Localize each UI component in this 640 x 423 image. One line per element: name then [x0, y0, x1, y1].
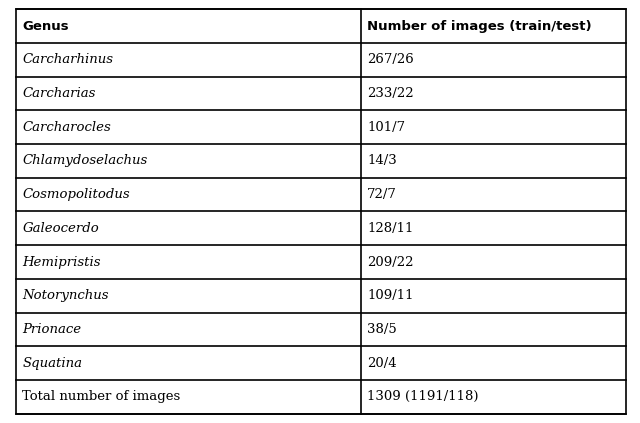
Text: Carcharhinus: Carcharhinus	[22, 53, 113, 66]
Text: Total number of images: Total number of images	[22, 390, 180, 404]
Text: 38/5: 38/5	[367, 323, 397, 336]
Text: Carcharias: Carcharias	[22, 87, 96, 100]
Text: Cosmopolitodus: Cosmopolitodus	[22, 188, 130, 201]
Text: 72/7: 72/7	[367, 188, 397, 201]
Text: Chlamydoselachus: Chlamydoselachus	[22, 154, 148, 168]
Text: 128/11: 128/11	[367, 222, 413, 235]
Text: 233/22: 233/22	[367, 87, 413, 100]
Text: 1309 (1191/118): 1309 (1191/118)	[367, 390, 479, 404]
Text: Squatina: Squatina	[22, 357, 83, 370]
Text: Galeocerdo: Galeocerdo	[22, 222, 99, 235]
Text: Hemipristis: Hemipristis	[22, 255, 101, 269]
Text: Carcharocles: Carcharocles	[22, 121, 111, 134]
Text: 109/11: 109/11	[367, 289, 413, 302]
Text: 101/7: 101/7	[367, 121, 405, 134]
Text: Prionace: Prionace	[22, 323, 81, 336]
Text: 209/22: 209/22	[367, 255, 413, 269]
Text: Genus: Genus	[22, 19, 69, 33]
Text: Notorynchus: Notorynchus	[22, 289, 109, 302]
Text: Number of images (train/test): Number of images (train/test)	[367, 19, 591, 33]
Text: 14/3: 14/3	[367, 154, 397, 168]
Text: 20/4: 20/4	[367, 357, 397, 370]
Text: 267/26: 267/26	[367, 53, 413, 66]
